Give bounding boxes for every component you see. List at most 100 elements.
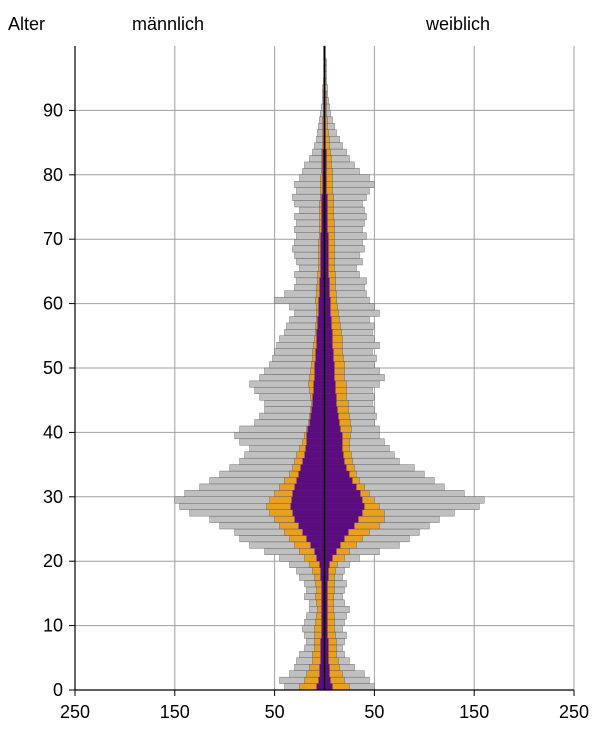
- male-bar-purple: [306, 535, 325, 542]
- male-bar-purple: [321, 194, 325, 201]
- female-bar-purple: [324, 361, 335, 368]
- male-bar-purple: [307, 425, 325, 433]
- male-bar-purple: [322, 168, 325, 175]
- female-bar-purple: [324, 670, 330, 678]
- female-bar-purple: [324, 612, 328, 620]
- female-bar-purple: [324, 174, 327, 182]
- y-tick-label: 30: [43, 487, 63, 507]
- male-bar-purple: [315, 355, 325, 362]
- male-bar-purple: [321, 580, 325, 587]
- female-bar-purple: [324, 258, 329, 265]
- male-bar-purple: [296, 477, 325, 484]
- female-bar-purple: [324, 438, 343, 446]
- female-bar-purple: [324, 277, 330, 285]
- y-tick-label: 70: [43, 229, 63, 249]
- female-bar-purple: [324, 310, 331, 317]
- female-bar-purple: [324, 425, 341, 433]
- y-tick-label: 50: [43, 358, 63, 378]
- male-bar-purple: [316, 683, 325, 690]
- male-bar-purple: [316, 335, 325, 343]
- female-bar-purple: [324, 335, 333, 343]
- female-bar-purple: [324, 593, 328, 600]
- female-bar-purple: [324, 284, 330, 291]
- female-bar-purple: [324, 677, 331, 684]
- male-bar-purple: [302, 458, 325, 465]
- female-bar-purple: [324, 232, 329, 240]
- male-bar-purple: [310, 413, 325, 420]
- male-bar-purple: [320, 239, 325, 246]
- x-tick-label: 150: [459, 702, 489, 722]
- female-bar-purple: [324, 496, 363, 504]
- male-bar-purple: [294, 483, 325, 491]
- female-bar-purple: [324, 400, 337, 407]
- female-bar-purple: [324, 264, 329, 272]
- female-bar-purple: [324, 181, 327, 188]
- male-bar-purple: [320, 651, 325, 658]
- male-bar-purple: [321, 219, 325, 227]
- age-axis-title: Alter: [8, 14, 46, 34]
- female-bar-purple: [324, 683, 333, 690]
- male-bar-purple: [317, 316, 325, 323]
- male-bar-purple: [294, 516, 325, 523]
- male-side-title: männlich: [132, 14, 205, 34]
- male-bar-purple: [322, 174, 325, 182]
- male-bar-purple: [306, 438, 325, 446]
- male-bar-purple: [309, 419, 325, 426]
- female-bar-purple: [324, 458, 345, 465]
- female-bar-purple: [324, 503, 365, 510]
- male-bar-purple: [321, 599, 325, 607]
- x-tick-label: 150: [160, 702, 190, 722]
- male-bar-purple: [318, 297, 325, 304]
- female-bar-purple: [324, 342, 333, 349]
- y-tick-label: 80: [43, 165, 63, 185]
- female-bar-purple: [324, 419, 340, 426]
- female-bar-purple: [324, 657, 329, 665]
- male-bar-gray: [294, 181, 325, 188]
- male-bar-purple: [319, 284, 325, 291]
- female-bar-purple: [324, 516, 359, 523]
- female-bar-purple: [324, 567, 329, 575]
- male-bar-purple: [306, 432, 325, 439]
- male-bar-purple: [292, 509, 325, 517]
- female-bar-purple: [324, 522, 355, 529]
- female-bar-purple: [324, 290, 330, 298]
- female-bar-purple: [324, 548, 337, 555]
- male-bar-purple: [291, 496, 325, 504]
- female-bar-purple: [324, 155, 327, 162]
- female-bar-purple: [324, 329, 333, 336]
- male-bar-purple: [320, 252, 325, 259]
- female-bar-purple: [324, 303, 331, 311]
- male-bar-purple: [300, 464, 325, 472]
- male-bar-purple: [321, 593, 325, 600]
- female-bar-purple: [324, 226, 328, 233]
- female-bar-purple: [324, 355, 334, 362]
- chart-tick-labels: 0 10 20 30 40 50 60 70 80 90 250 150 50 50 150 250: [43, 100, 589, 722]
- female-bar-purple: [324, 161, 327, 169]
- female-bar-purple: [324, 561, 330, 568]
- male-bar-purple: [314, 368, 325, 375]
- y-tick-label: 60: [43, 294, 63, 314]
- female-bar-purple: [324, 239, 329, 246]
- male-bar-purple: [320, 258, 325, 265]
- x-tick-label: 50: [265, 702, 285, 722]
- female-bar-purple: [324, 625, 328, 633]
- female-bar-purple: [324, 651, 329, 658]
- female-bar-purple: [324, 245, 329, 253]
- male-bar-purple: [319, 277, 325, 285]
- male-bar-purple: [322, 187, 325, 195]
- male-bar-purple: [302, 529, 325, 536]
- male-bar-purple: [311, 406, 325, 414]
- female-side-title: weiblich: [426, 14, 491, 34]
- male-bar-purple: [322, 149, 325, 156]
- chart-axes: [69, 46, 575, 696]
- male-bar-purple: [321, 619, 325, 626]
- male-bar-purple: [320, 232, 325, 240]
- y-tick-label: 20: [43, 551, 63, 571]
- female-bar-purple: [324, 574, 329, 581]
- male-bar-purple: [322, 161, 325, 169]
- male-bar-purple: [298, 522, 325, 529]
- female-bar-purple: [324, 252, 329, 259]
- female-bar-purple: [324, 322, 332, 330]
- female-bar-purple: [324, 509, 363, 517]
- female-bar-purple: [324, 207, 328, 214]
